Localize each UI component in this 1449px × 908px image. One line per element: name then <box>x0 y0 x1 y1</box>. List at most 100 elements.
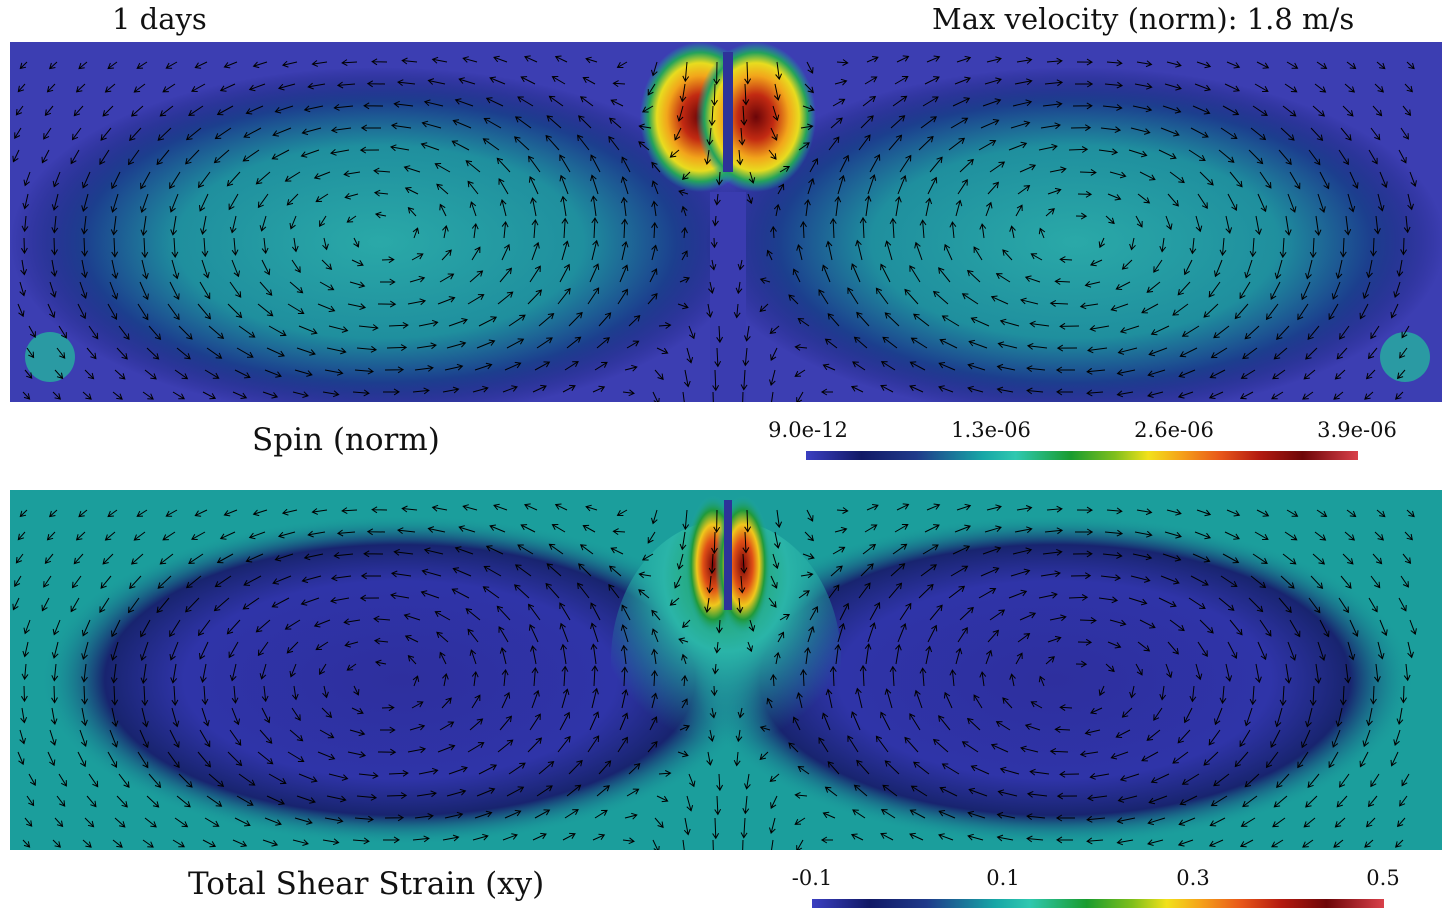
velocity-arrow <box>616 61 628 68</box>
velocity-arrow <box>748 619 756 632</box>
velocity-arrow <box>551 524 566 533</box>
velocity-arrow <box>862 95 877 107</box>
velocity-arrow <box>501 220 509 239</box>
velocity-arrow <box>1213 773 1230 787</box>
velocity-arrow <box>834 643 842 665</box>
velocity-arrow <box>1146 281 1161 293</box>
velocity-arrow <box>579 96 594 107</box>
velocity-arrow <box>1121 707 1133 718</box>
velocity-arrow <box>351 259 364 267</box>
velocity-arrow <box>508 762 526 775</box>
velocity-arrow <box>1137 641 1151 652</box>
velocity-arrow <box>800 571 814 579</box>
velocity-arrow <box>1279 685 1287 707</box>
velocity-arrow <box>806 61 814 74</box>
velocity-arrow <box>910 785 928 797</box>
velocity-arrow <box>56 795 66 807</box>
velocity-arrow <box>226 619 241 635</box>
velocity-arrow <box>895 195 902 217</box>
velocity-arrow <box>261 707 271 724</box>
velocity-arrow <box>825 240 833 261</box>
velocity-arrow <box>506 338 525 349</box>
velocity-arrow <box>853 784 868 797</box>
velocity-arrow <box>1244 773 1260 788</box>
velocity-arrow <box>686 347 694 364</box>
velocity-arrow <box>41 149 50 164</box>
velocity-arrow <box>169 729 180 749</box>
velocity-arrow <box>478 764 498 775</box>
velocity-arrow <box>880 832 894 841</box>
velocity-arrow <box>1250 127 1267 141</box>
velocity-arrow <box>1162 553 1182 562</box>
velocity-arrow <box>51 663 59 682</box>
velocity-arrow <box>1276 773 1290 789</box>
velocity-arrow <box>859 216 867 239</box>
velocity-arrow <box>439 203 447 217</box>
velocity-arrow <box>800 220 807 239</box>
velocity-arrow <box>1339 325 1350 340</box>
velocity-arrow <box>51 685 58 704</box>
velocity-arrow <box>382 388 400 396</box>
velocity-arrow <box>1189 237 1197 255</box>
velocity-arrow <box>995 721 1011 731</box>
velocity-arrow <box>366 80 386 88</box>
velocity-arrow <box>1019 164 1037 173</box>
velocity-arrow <box>301 127 322 136</box>
velocity-arrow <box>557 287 571 305</box>
velocity-arrow <box>985 649 993 665</box>
velocity-arrow <box>524 55 538 63</box>
velocity-arrow <box>855 239 863 261</box>
velocity-arrow <box>82 391 92 400</box>
velocity-arrow <box>1218 149 1235 163</box>
velocity-arrow <box>442 225 449 239</box>
velocity-arrow <box>1312 553 1326 565</box>
velocity-arrow <box>286 193 299 206</box>
velocity-arrow <box>922 544 939 555</box>
velocity-arrow <box>590 195 598 217</box>
velocity-arrow <box>24 369 33 379</box>
velocity-arrow <box>759 725 771 732</box>
velocity-arrow <box>321 259 333 270</box>
velocity-arrow <box>709 259 717 271</box>
velocity-arrow <box>271 597 290 608</box>
velocity-arrow <box>1400 685 1408 704</box>
velocity-arrow <box>1312 105 1326 117</box>
velocity-arrow <box>1364 391 1374 400</box>
velocity-arrow <box>333 104 354 111</box>
velocity-arrow <box>978 588 997 599</box>
velocity-arrow <box>1390 303 1399 319</box>
velocity-arrow <box>199 281 211 300</box>
velocity-arrow <box>409 723 426 731</box>
velocity-arrow <box>1328 303 1339 321</box>
velocity-arrow <box>1128 149 1148 158</box>
velocity-arrow <box>996 363 1016 371</box>
velocity-arrow <box>286 641 299 654</box>
velocity-arrow <box>1190 575 1209 586</box>
velocity-arrow <box>797 765 810 775</box>
velocity-arrow <box>23 619 31 635</box>
velocity-arrow <box>201 685 209 706</box>
velocity-arrow <box>1166 509 1182 516</box>
velocity-arrow <box>1219 685 1227 705</box>
velocity-arrow <box>418 767 439 775</box>
velocity-arrow <box>414 365 434 372</box>
velocity-arrow <box>360 572 382 580</box>
velocity-arrow <box>483 117 502 129</box>
velocity-arrow <box>144 817 157 828</box>
velocity-arrow <box>1396 259 1404 278</box>
velocity-arrow <box>1192 553 1211 563</box>
velocity-arrow <box>1029 320 1050 328</box>
velocity-arrow <box>800 123 814 131</box>
velocity-arrow <box>1068 146 1089 153</box>
velocity-arrow <box>114 817 126 828</box>
velocity-arrow <box>1344 215 1352 236</box>
velocity-arrow <box>579 544 594 555</box>
velocity-arrow <box>130 553 144 565</box>
velocity-arrow <box>759 277 771 284</box>
velocity-arrow <box>889 217 897 239</box>
velocity-arrow <box>471 694 481 709</box>
velocity-arrow <box>28 325 36 338</box>
velocity-arrow <box>591 239 599 261</box>
velocity-arrow <box>882 784 898 797</box>
velocity-arrow <box>1059 704 1073 712</box>
